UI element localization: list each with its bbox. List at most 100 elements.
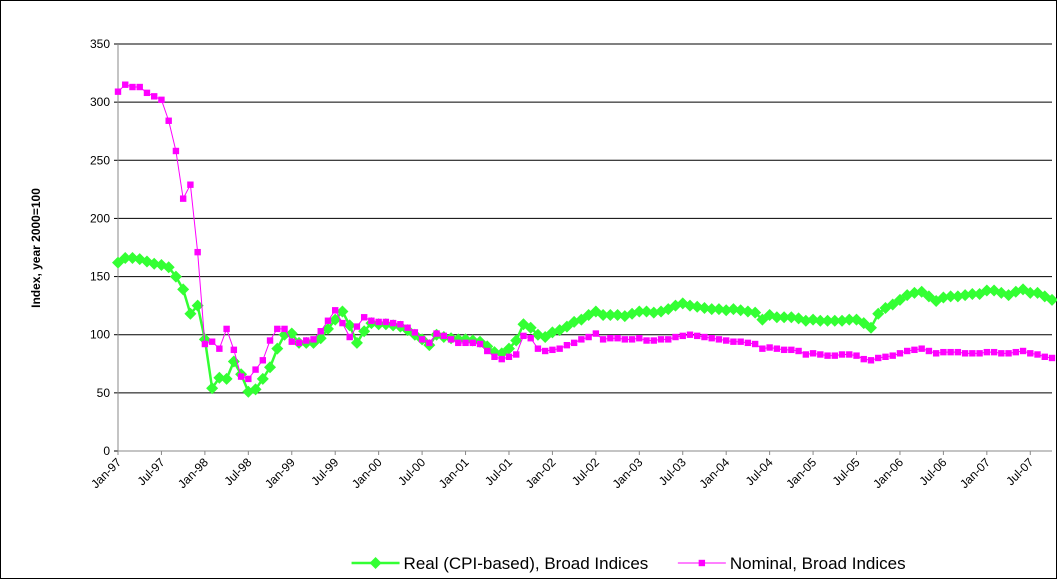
data-point	[712, 303, 725, 316]
data-point	[184, 307, 197, 320]
data-point	[647, 306, 660, 319]
data-point	[951, 290, 964, 303]
data-point	[524, 321, 537, 334]
data-point	[867, 357, 875, 364]
data-point	[611, 308, 624, 321]
data-point	[778, 311, 791, 324]
data-point	[158, 96, 165, 104]
data-point	[498, 355, 505, 363]
data-point	[990, 348, 998, 356]
data-point	[882, 353, 889, 361]
data-point	[404, 324, 411, 331]
data-point	[679, 332, 686, 340]
data-point	[491, 353, 498, 361]
data-point	[271, 342, 284, 355]
y-tick-label: 150	[90, 270, 110, 284]
data-point	[766, 344, 773, 351]
data-point	[570, 339, 578, 347]
data-point	[889, 352, 896, 359]
data-point	[136, 83, 143, 91]
data-point	[281, 325, 288, 333]
data-point	[332, 307, 339, 314]
legend-label: Nominal, Broad Indices	[730, 554, 906, 573]
data-point	[759, 345, 766, 352]
data-point	[836, 314, 849, 327]
data-point	[599, 336, 607, 343]
data-point	[686, 331, 694, 338]
data-point	[773, 345, 781, 352]
data-point	[418, 336, 426, 343]
data-point	[1046, 293, 1057, 306]
data-point	[795, 347, 802, 355]
data-point	[358, 325, 371, 338]
data-point	[657, 336, 665, 343]
data-point	[846, 351, 853, 358]
data-point	[549, 346, 556, 354]
data-point	[959, 289, 972, 302]
data-point	[1005, 350, 1012, 357]
data-point	[245, 375, 252, 383]
data-point	[148, 257, 161, 270]
data-point	[249, 383, 262, 396]
data-point	[1024, 286, 1037, 299]
data-point	[976, 350, 983, 357]
data-point	[843, 313, 856, 326]
data-point	[256, 372, 269, 385]
data-point	[505, 353, 513, 361]
data-point	[368, 317, 375, 324]
data-point	[737, 338, 744, 345]
data-point	[310, 336, 317, 343]
data-point	[208, 338, 216, 345]
y-tick-label: 50	[97, 386, 111, 400]
data-point	[520, 332, 527, 340]
data-point	[983, 348, 991, 356]
data-point	[932, 350, 940, 357]
data-point	[980, 284, 993, 297]
data-point	[947, 348, 954, 356]
data-point	[799, 314, 812, 327]
data-point	[129, 83, 136, 91]
data-point	[940, 348, 947, 356]
data-point	[701, 333, 708, 341]
data-point	[187, 181, 194, 188]
data-point	[998, 350, 1005, 357]
data-point	[911, 346, 918, 354]
legend-label: Real (CPI-based), Broad Indices	[404, 554, 649, 573]
series-line	[117, 84, 1053, 380]
data-point	[809, 350, 817, 357]
data-point	[705, 303, 718, 316]
data-point	[513, 351, 520, 358]
data-point	[1027, 350, 1034, 357]
data-point	[122, 81, 129, 88]
data-point	[230, 346, 238, 354]
data-point	[360, 314, 368, 321]
data-point	[650, 337, 657, 344]
data-point	[433, 330, 440, 337]
data-point	[1034, 351, 1041, 358]
data-point	[807, 313, 820, 326]
data-point	[828, 314, 841, 327]
data-point	[831, 352, 838, 359]
data-point	[237, 373, 245, 380]
data-point	[502, 342, 515, 355]
data-point	[353, 323, 361, 330]
data-point	[727, 303, 740, 316]
data-point	[694, 332, 701, 340]
data-point	[592, 330, 600, 337]
data-point	[527, 335, 534, 342]
data-point	[741, 305, 754, 318]
data-point	[324, 317, 332, 324]
data-point	[179, 195, 187, 202]
data-point	[708, 335, 715, 342]
data-point	[266, 337, 274, 344]
data-point	[206, 382, 219, 395]
data-point	[954, 348, 962, 356]
data-point	[824, 352, 831, 359]
data-point	[720, 304, 733, 317]
legend-marker	[369, 557, 382, 569]
y-tick-label: 100	[90, 328, 110, 342]
data-point	[220, 372, 233, 385]
data-point	[944, 290, 957, 303]
data-point	[426, 339, 433, 347]
